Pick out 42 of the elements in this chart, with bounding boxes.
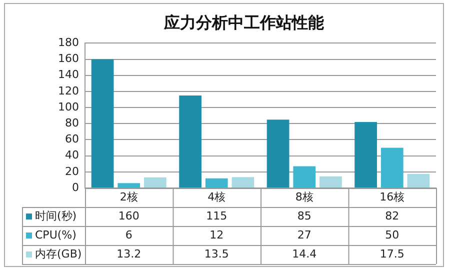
legend-label: 时间(秒): [35, 209, 77, 222]
y-tick-label: 120: [58, 84, 79, 98]
y-tick-label: 20: [64, 164, 79, 178]
x-tick-label: 8核: [295, 190, 314, 204]
x-tick-label: 16核: [380, 190, 405, 204]
y-tick-label: 140: [58, 68, 79, 82]
bar: [293, 166, 316, 188]
data-label: 13.5: [204, 247, 229, 260]
data-label: 160: [118, 209, 140, 222]
data-label: 82: [385, 209, 400, 222]
data-label: 12: [210, 228, 224, 242]
data-label: 17.5: [380, 247, 404, 260]
data-label: 6: [125, 228, 132, 242]
y-tick-label: 60: [64, 132, 79, 146]
bar: [266, 120, 290, 188]
bar: [179, 95, 202, 188]
bar: [205, 178, 228, 188]
x-tick-label: 4核: [208, 190, 226, 204]
y-tick-label: 180: [58, 36, 79, 50]
bar: [380, 148, 404, 188]
chart-title: 应力分析中工作站性能: [163, 12, 324, 32]
y-tick-label: 80: [64, 116, 79, 130]
y-tick-label: 160: [58, 52, 79, 66]
x-tick-label: 2核: [120, 190, 138, 204]
bar: [354, 122, 377, 188]
y-tick-label: 0: [72, 180, 79, 194]
data-label: 115: [206, 209, 228, 222]
bar: [232, 177, 254, 188]
bar: [144, 177, 166, 188]
data-label: 50: [385, 228, 400, 242]
data-label: 85: [297, 209, 312, 222]
data-label: 13.2: [116, 247, 142, 260]
y-tick-label: 40: [64, 148, 79, 162]
legend-label: 内存(GB): [35, 247, 82, 260]
legend-label: CPU(%): [35, 228, 76, 242]
data-label: 27: [297, 228, 312, 242]
bar: [407, 174, 430, 188]
bar: [91, 59, 114, 188]
data-label: 14.4: [292, 247, 317, 260]
y-tick-label: 100: [58, 100, 79, 114]
bar: [118, 183, 140, 188]
bar: [320, 176, 342, 188]
